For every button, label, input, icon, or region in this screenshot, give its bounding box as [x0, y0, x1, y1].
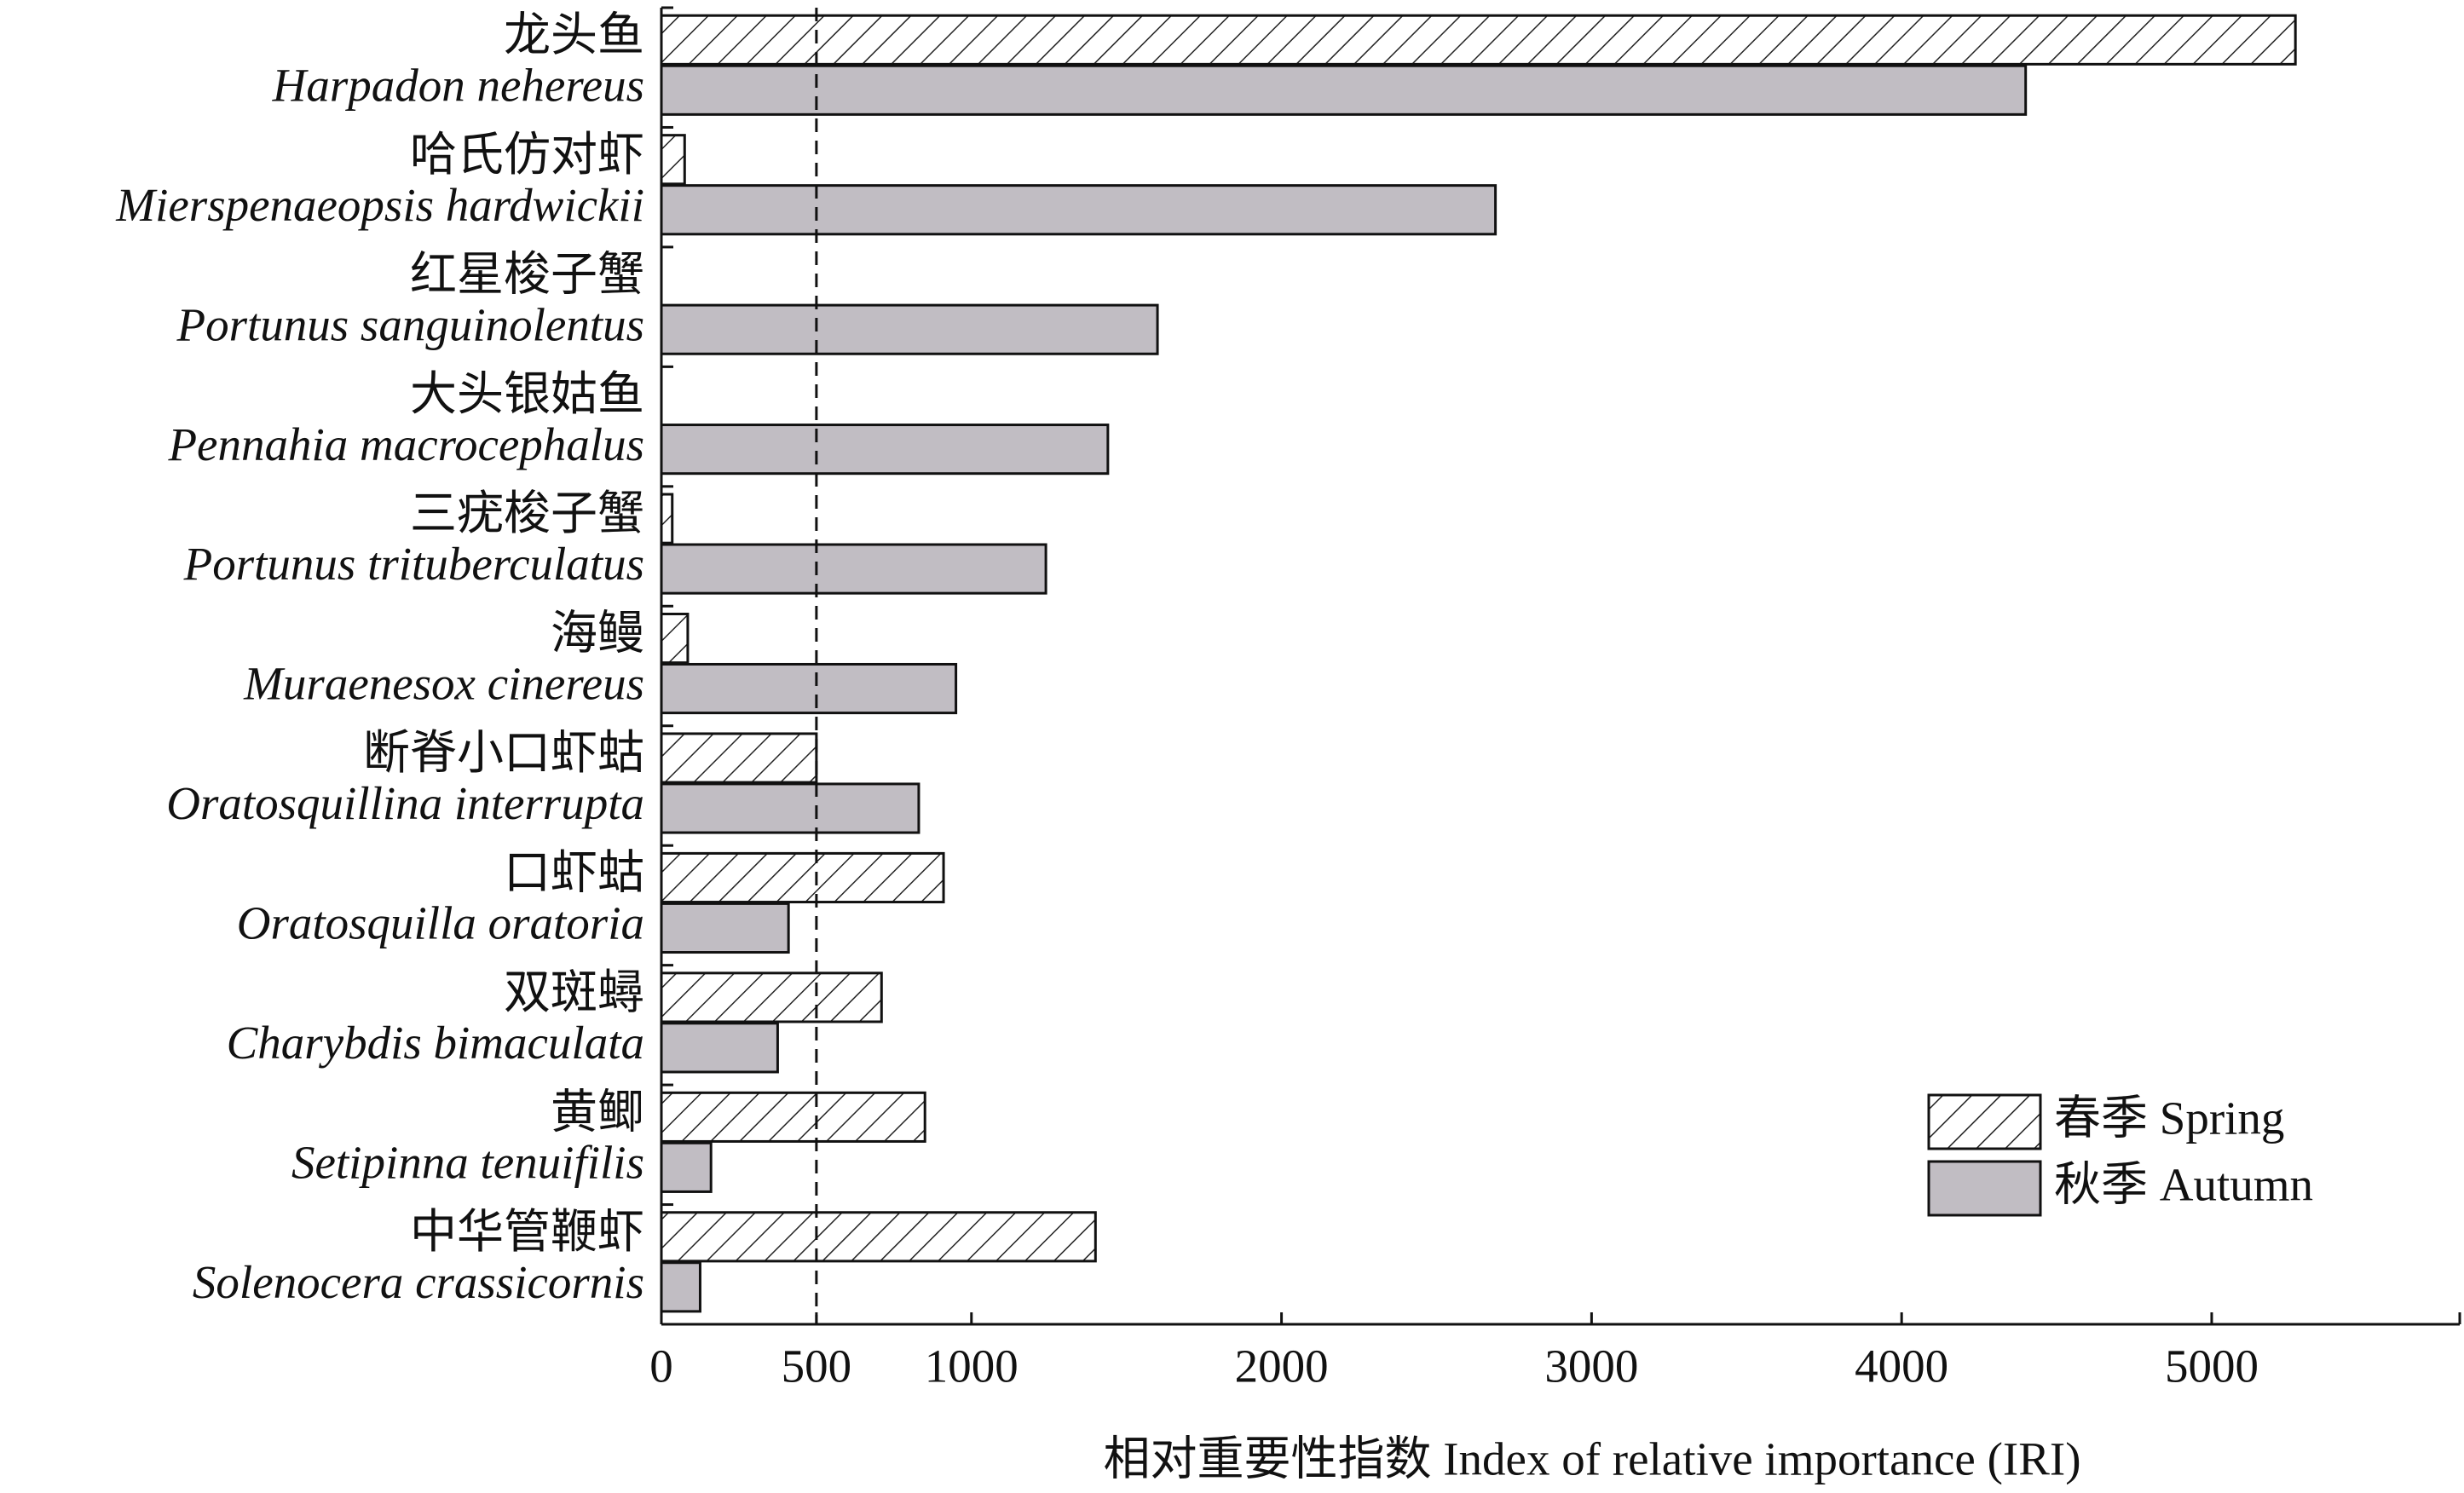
bar [660, 1022, 779, 1074]
legend-swatch [1927, 1093, 2042, 1150]
x-tick-label: 3000 [1544, 1340, 1638, 1392]
bar [660, 732, 818, 784]
category-label: 哈氏仿对虾 [410, 129, 644, 181]
category-label: 三疣梭子蟹 [410, 487, 644, 539]
category-label: 龙头鱼 [504, 9, 644, 61]
category-latin-label: Solenocera crassicornis [193, 1256, 644, 1308]
category-latin-label: Charybdis bimaculata [227, 1017, 644, 1069]
category-latin-label: Oratosquillina interrupta [166, 777, 644, 829]
bar [660, 1141, 713, 1193]
category-latin-label: Portunus sanguinolentus [176, 298, 645, 350]
category-label: 中华管鞭虾 [410, 1206, 644, 1258]
x-tick-label: 4000 [1855, 1340, 1948, 1392]
bar [660, 782, 920, 834]
bar [660, 851, 945, 904]
category-label: 大头银姑鱼 [410, 368, 644, 420]
x-tick-label: 500 [782, 1340, 852, 1392]
bar [660, 14, 2297, 66]
category-label: 海鳗 [551, 608, 644, 660]
category-label: 断脊小口虾蛄 [363, 727, 644, 779]
bar [660, 543, 1047, 595]
bar [660, 1261, 701, 1313]
category-label: 双斑蟳 [504, 966, 644, 1018]
legend-label: 春季 Spring [2054, 1092, 2284, 1144]
category-latin-label: Mierspenaeopsis hardwickii [115, 179, 644, 231]
bar [660, 184, 1497, 236]
legend-label: 秋季 Autumn [2054, 1159, 2313, 1211]
bar [660, 1211, 1097, 1263]
legend-swatch [1927, 1160, 2042, 1217]
category-latin-label: Pennahia macrocephalus [167, 418, 644, 470]
bar [660, 971, 883, 1023]
bar [660, 902, 790, 954]
x-tick-label: 5000 [2165, 1340, 2259, 1392]
category-latin-label: Oratosquilla oratoria [237, 897, 644, 949]
x-axis-title: 相对重要性指数 Index of relative importance (IR… [1103, 1433, 2080, 1485]
bar [660, 1091, 926, 1143]
category-label: 口虾蛄 [504, 847, 644, 899]
bar [660, 64, 2028, 116]
x-tick-label: 1000 [925, 1340, 1018, 1392]
bar [660, 662, 958, 715]
x-tick-label: 2000 [1235, 1340, 1329, 1392]
x-tick-label: 0 [649, 1340, 673, 1392]
bar [660, 303, 1159, 355]
category-latin-label: Harpadon nehereus [272, 59, 644, 111]
category-latin-label: Setipinna tenuifilis [291, 1136, 644, 1188]
bar [660, 424, 1110, 476]
bar [660, 612, 690, 665]
category-latin-label: Portunus trituberculatus [183, 538, 644, 590]
bar [660, 134, 686, 186]
bar [660, 493, 674, 545]
category-latin-label: Muraenesox cinereus [243, 658, 644, 710]
category-label: 红星梭子蟹 [410, 248, 644, 300]
category-label: 黄鲫 [551, 1087, 644, 1138]
